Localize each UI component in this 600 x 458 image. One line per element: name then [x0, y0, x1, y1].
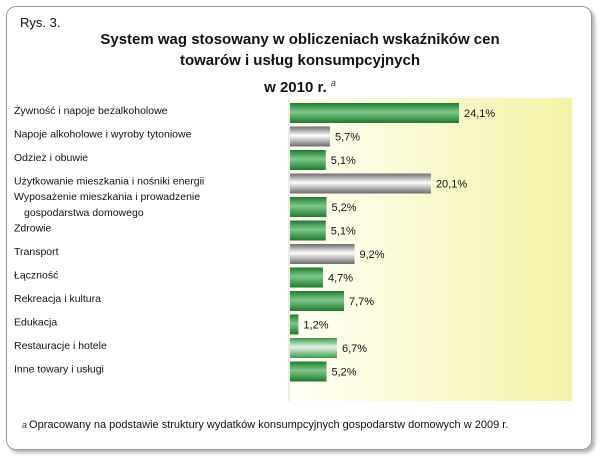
category-label: Rekreacja i kultura [14, 293, 101, 305]
value-label: 5,2% [331, 202, 356, 214]
category-label: Edukacja [14, 317, 57, 329]
chart-title-year: w 2010 r. [264, 79, 327, 96]
value-label: 5,7% [335, 132, 360, 144]
bar [290, 361, 327, 382]
category-label: Wyposażenie mieszkania i prowadzenie gosp… [14, 191, 200, 219]
category-label: Odzież i obuwie [14, 152, 88, 164]
bar [290, 197, 327, 217]
footnote-text: Opracowany na podstawie struktury wydatk… [29, 419, 509, 431]
chart-title-line-1: System wag stosowany w obliczeniach wska… [100, 31, 500, 48]
bar [290, 103, 459, 123]
chart-title-line-2: towarów i usług konsumpcyjnych [179, 52, 421, 69]
bar [290, 150, 326, 170]
title-footnote-mark: a [330, 78, 336, 88]
category-label: Łączność [14, 270, 58, 282]
bar [290, 173, 431, 194]
value-label: 9,2% [360, 249, 385, 261]
category-label: Użytkowanie mieszkania i nośniki energii [14, 176, 204, 188]
bar [290, 314, 299, 335]
bar [290, 338, 337, 358]
footnote: a Opracowany na podstawie struktury wydat… [22, 419, 508, 431]
bar [290, 291, 344, 311]
value-label: 20,1% [436, 179, 467, 191]
value-label: 5,2% [331, 367, 356, 379]
value-label: 7,7% [349, 296, 374, 308]
category-label: Napoje alkoholowe i wyroby tytoniowe [14, 129, 192, 141]
category-label: Inne towary i usługi [14, 364, 104, 376]
bar [290, 267, 323, 288]
footnote-mark: a [22, 420, 28, 430]
bar [290, 244, 355, 264]
value-label: 24,1% [464, 108, 495, 120]
bar [290, 126, 330, 147]
category-label: Restauracje i hotele [14, 340, 107, 352]
value-label: 6,7% [342, 343, 367, 355]
bar [290, 220, 326, 241]
category-label: Żywność i napoje bezalkoholowe [14, 104, 168, 117]
value-label: 1,2% [303, 320, 328, 332]
value-label: 4,7% [328, 273, 353, 285]
chart-title-line-3: w 2010 r. a [60, 73, 540, 98]
value-label: 5,1% [331, 155, 356, 167]
figure-label: Rys. 3. [20, 15, 61, 30]
value-label: 5,1% [331, 226, 356, 238]
category-label: Zdrowie [14, 223, 52, 235]
category-label: Transport [14, 246, 59, 258]
